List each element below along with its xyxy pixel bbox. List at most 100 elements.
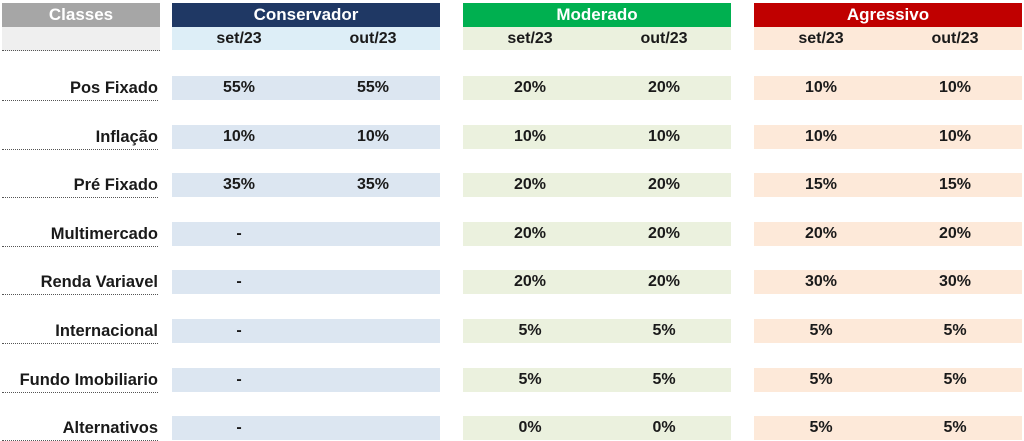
- cell-value: -: [236, 371, 242, 388]
- cell-value: 10%: [804, 79, 838, 96]
- row-label-text: Internacional: [55, 321, 158, 340]
- cell-value: 5%: [518, 322, 542, 339]
- cell-value: 5%: [518, 371, 542, 388]
- table-row: 35% 35%: [172, 173, 440, 197]
- period-label: out/23: [640, 29, 688, 47]
- table-row: 10% 10%: [754, 76, 1022, 100]
- table-row: 20% 20%: [463, 173, 731, 197]
- row-label-text: Pos Fixado: [69, 78, 158, 97]
- row-label-text: Renda Variavel: [40, 272, 158, 291]
- cell-value: 20%: [647, 79, 681, 96]
- cell-value: 5%: [943, 371, 967, 388]
- table-row: 20% 20%: [754, 222, 1022, 246]
- cell-value: 0%: [652, 419, 676, 436]
- table-row: 55% 55%: [172, 76, 440, 100]
- row-label-text: Pré Fixado: [73, 175, 158, 194]
- cell-value: 5%: [809, 419, 833, 436]
- cell-value: 10%: [647, 128, 681, 145]
- agressivo-subheader: set/23 out/23: [754, 27, 1022, 50]
- cell-value: 5%: [652, 322, 676, 339]
- cell-value: 5%: [943, 419, 967, 436]
- row-label-text: Multimercado: [50, 224, 158, 243]
- classes-column: Classes: [2, 3, 160, 51]
- period-label: set/23: [798, 29, 844, 47]
- cell-value: 0%: [518, 419, 542, 436]
- row-label-text: Fundo Imobiliario: [19, 370, 158, 389]
- row-label: Multimercado: [2, 222, 158, 247]
- table-row: 5% 5%: [754, 368, 1022, 392]
- cell-value: -: [236, 419, 242, 436]
- table-row: 5% 5%: [754, 319, 1022, 343]
- row-label: Internacional: [2, 319, 158, 344]
- table-row: 10% 10%: [463, 125, 731, 149]
- period-label: out/23: [349, 29, 397, 47]
- row-label: Renda Variavel: [2, 270, 158, 295]
- cell-value: 35%: [222, 176, 256, 193]
- moderado-header: Moderado: [463, 3, 731, 27]
- table-row: 0% 0%: [463, 416, 731, 440]
- cell-value: 30%: [938, 273, 972, 290]
- table-row: 10% 10%: [754, 125, 1022, 149]
- cell-value: 20%: [513, 79, 547, 96]
- cell-value: 5%: [652, 371, 676, 388]
- moderado-subheader: set/23 out/23: [463, 27, 731, 50]
- cell-value: 20%: [513, 273, 547, 290]
- table-row: 5% 5%: [463, 319, 731, 343]
- period-label: set/23: [216, 29, 262, 47]
- row-label: Pré Fixado: [2, 173, 158, 198]
- cell-value: 20%: [804, 225, 838, 242]
- cell-value: 10%: [513, 128, 547, 145]
- table-row: -: [172, 270, 440, 294]
- table-row: 20% 20%: [463, 270, 731, 294]
- cell-value: 20%: [647, 176, 681, 193]
- row-label-text: Alternativos: [62, 418, 158, 437]
- cell-value: -: [236, 273, 242, 290]
- conservador-header: Conservador: [172, 3, 440, 27]
- cell-value: 30%: [804, 273, 838, 290]
- cell-value: 20%: [647, 225, 681, 242]
- cell-value: 10%: [356, 128, 390, 145]
- table-row: 30% 30%: [754, 270, 1022, 294]
- table-row: 20% 20%: [463, 76, 731, 100]
- cell-value: 15%: [938, 176, 972, 193]
- conservador-subheader: set/23 out/23: [172, 27, 440, 50]
- cell-value: -: [236, 322, 242, 339]
- table-row: -: [172, 222, 440, 246]
- cell-value: 20%: [938, 225, 972, 242]
- table-row: 5% 5%: [754, 416, 1022, 440]
- cell-value: 20%: [647, 273, 681, 290]
- table-row: -: [172, 416, 440, 440]
- table-row: 5% 5%: [463, 368, 731, 392]
- cell-value: 10%: [222, 128, 256, 145]
- table-row: 15% 15%: [754, 173, 1022, 197]
- cell-value: -: [236, 225, 242, 242]
- cell-value: 5%: [809, 322, 833, 339]
- row-label-text: Inflação: [95, 127, 158, 146]
- period-label: out/23: [931, 29, 979, 47]
- agressivo-header: Agressivo: [754, 3, 1022, 27]
- cell-value: 10%: [938, 79, 972, 96]
- row-label: Fundo Imobiliario: [2, 368, 158, 393]
- cell-value: 55%: [222, 79, 256, 96]
- agressivo-column: Agressivo set/23 out/23: [754, 3, 1022, 50]
- table-row: 20% 20%: [463, 222, 731, 246]
- cell-value: 10%: [938, 128, 972, 145]
- cell-value: 5%: [943, 322, 967, 339]
- classes-header: Classes: [2, 3, 160, 27]
- cell-value: 20%: [513, 225, 547, 242]
- row-label: Alternativos: [2, 416, 158, 441]
- row-label: Inflação: [2, 125, 158, 150]
- period-label: set/23: [507, 29, 553, 47]
- cell-value: 20%: [513, 176, 547, 193]
- row-label: Pos Fixado: [2, 76, 158, 101]
- cell-value: 55%: [356, 79, 390, 96]
- conservador-column: Conservador set/23 out/23: [172, 3, 440, 50]
- cell-value: 35%: [356, 176, 390, 193]
- classes-subheader: [2, 27, 160, 51]
- cell-value: 5%: [809, 371, 833, 388]
- cell-value: 15%: [804, 176, 838, 193]
- table-row: 10% 10%: [172, 125, 440, 149]
- table-row: -: [172, 368, 440, 392]
- moderado-column: Moderado set/23 out/23: [463, 3, 731, 50]
- cell-value: 10%: [804, 128, 838, 145]
